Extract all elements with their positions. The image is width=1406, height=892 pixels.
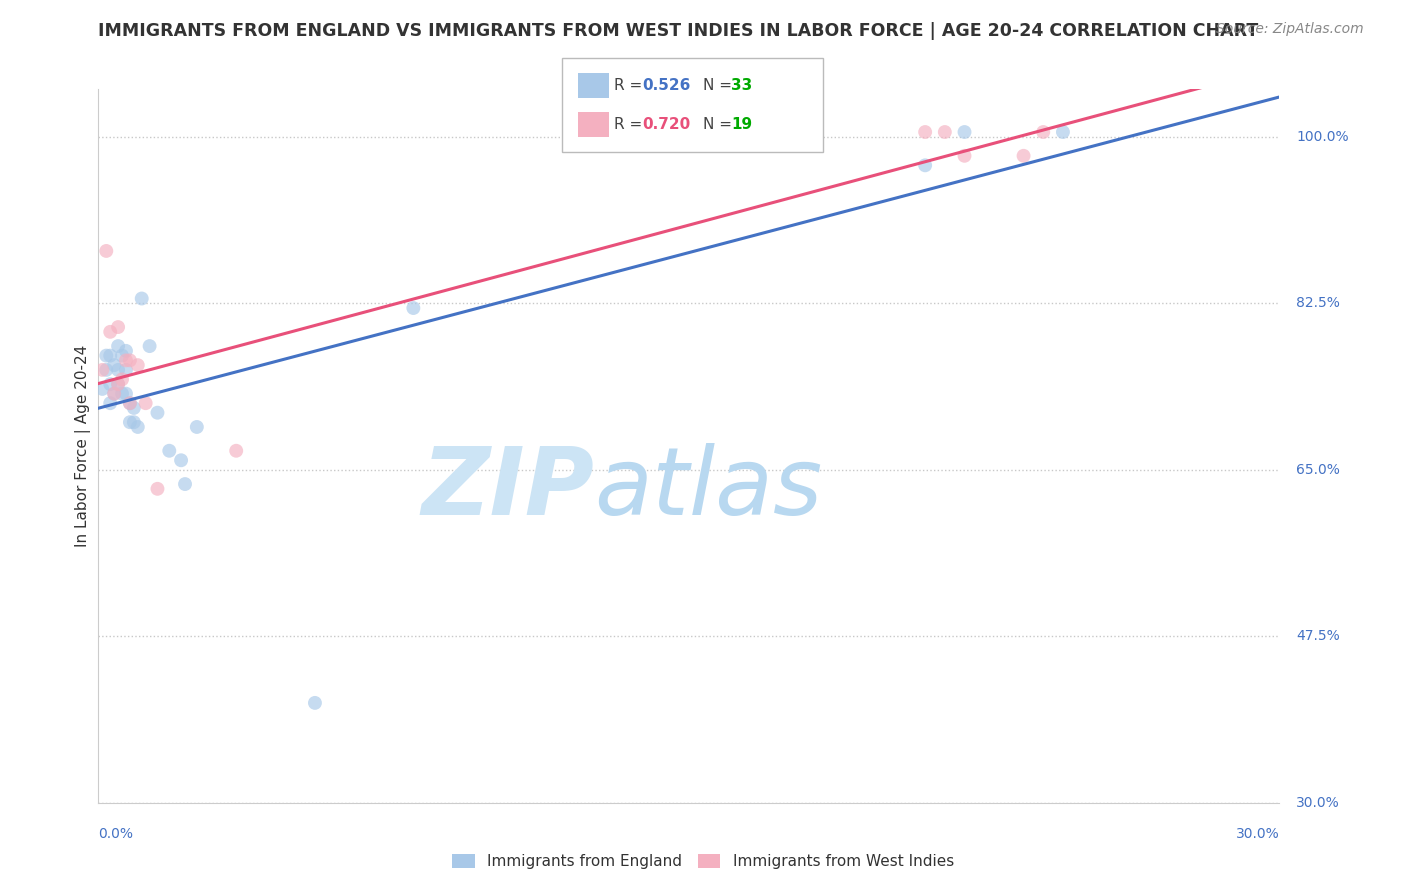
Point [131,292,153,306]
Point [96,363,118,377]
Point [118,353,141,368]
Point [98,377,121,392]
Text: N =: N = [703,117,737,132]
Point [103,386,125,401]
Point [107,377,129,392]
Text: 0.0%: 0.0% [98,827,134,841]
Y-axis label: In Labor Force | Age 20-24: In Labor Force | Age 20-24 [76,345,91,547]
Text: ZIP: ZIP [422,442,595,535]
Text: 30.0%: 30.0% [1296,796,1340,810]
Point [953,149,976,163]
Point [1052,125,1074,139]
Point [1012,149,1035,163]
Point [186,420,208,434]
Point [118,396,141,410]
Text: N =: N = [703,78,737,93]
Point [127,420,149,434]
Point [107,320,129,334]
Text: 82.5%: 82.5% [1296,296,1340,310]
Point [914,158,936,172]
Text: 0.526: 0.526 [643,78,690,93]
Point [107,339,129,353]
Point [96,244,118,258]
Point [103,386,125,401]
Point [127,358,149,372]
Point [953,125,976,139]
Point [122,415,145,429]
Point [138,339,160,353]
Point [98,325,121,339]
Point [1032,125,1054,139]
Text: 30.0%: 30.0% [1236,827,1279,841]
Point [98,396,121,410]
Text: R =: R = [614,117,648,132]
Point [146,406,169,420]
Point [174,477,197,491]
Point [115,386,138,401]
Text: 47.5%: 47.5% [1296,629,1340,643]
Point [118,415,141,429]
Point [115,343,138,358]
Text: R =: R = [614,78,648,93]
Point [115,353,138,368]
Legend: Immigrants from England, Immigrants from West Indies: Immigrants from England, Immigrants from… [446,848,960,875]
Point [96,349,118,363]
Point [122,401,145,415]
Point [170,453,193,467]
Point [402,301,425,315]
Point [934,125,956,139]
Text: 100.0%: 100.0% [1296,129,1348,144]
Text: IMMIGRANTS FROM ENGLAND VS IMMIGRANTS FROM WEST INDIES IN LABOR FORCE | AGE 20-2: IMMIGRANTS FROM ENGLAND VS IMMIGRANTS FR… [98,22,1258,40]
Point [103,358,125,372]
Text: 19: 19 [731,117,752,132]
Point [115,363,138,377]
Point [107,363,129,377]
Point [111,349,134,363]
Point [118,396,141,410]
Text: atlas: atlas [595,443,823,534]
Point [111,372,134,386]
Point [111,386,134,401]
Point [157,443,180,458]
Point [914,125,936,139]
Point [91,363,114,377]
Text: 0.720: 0.720 [643,117,690,132]
Point [98,349,121,363]
Text: 33: 33 [731,78,752,93]
Text: Source: ZipAtlas.com: Source: ZipAtlas.com [1216,22,1364,37]
Text: 65.0%: 65.0% [1296,463,1340,477]
Point [146,482,169,496]
Point [135,396,157,410]
Point [304,696,326,710]
Point [225,443,247,458]
Point [107,377,129,392]
Point [91,382,114,396]
